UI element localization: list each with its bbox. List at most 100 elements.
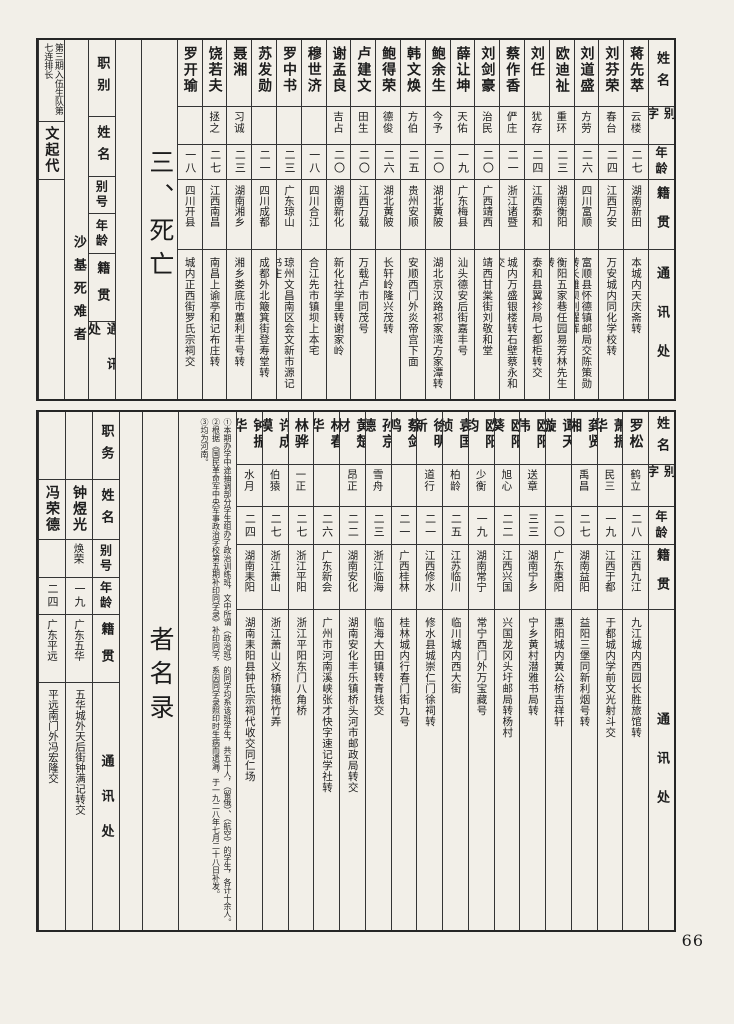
native-place-cell: 湖南新化 xyxy=(326,180,351,250)
header-alias: 别号 xyxy=(93,540,119,578)
native-place-cell: 江西修水 xyxy=(417,545,442,610)
byname-cell: 雪舟 xyxy=(365,465,391,507)
native-place-cell: 四川开县 xyxy=(177,180,202,250)
age-cell: 二三 xyxy=(549,145,574,180)
address-cell: 桂林城内行春门街九号 xyxy=(398,617,411,727)
age-cell: 二四 xyxy=(237,507,262,545)
native-place-cell: 广东平远 xyxy=(39,615,65,683)
age-cell: 二〇 xyxy=(546,507,571,545)
age-cell: 二五 xyxy=(443,507,468,545)
native-place-cell: 湖南安化 xyxy=(340,545,365,610)
section-title-bottom: 者名录 xyxy=(142,412,178,930)
header-duty-type: 职别 xyxy=(88,40,115,117)
header-name: 姓名 xyxy=(88,117,115,177)
name-cell: 欧阳葵 xyxy=(494,412,520,465)
table-column-person: 薛让坤 天佑 一九 广东梅县 汕头德安后街嘉丰号 xyxy=(449,40,475,399)
table-column-person: 饶若夫 拯之 二七 江西南昌 南昌上谕亭和记布庄转 xyxy=(201,40,227,399)
header-contact-address: 通讯处 xyxy=(88,322,115,392)
table-column-person: 刘任 犹存 二四 江西泰和 泰和县翼袗局七都柜转交 xyxy=(524,40,549,399)
name-cell: 薛让坤 xyxy=(450,40,475,107)
name-cell: 林骅 xyxy=(288,412,314,465)
empty-cell xyxy=(39,180,64,399)
age-cell: 三三 xyxy=(520,507,545,545)
bottom-left-header-column: 职务 姓名 别号 年龄 籍贯 通讯处 xyxy=(92,412,119,930)
address-cell: 临川城内西大街 xyxy=(449,617,462,694)
age-cell: 二七 xyxy=(288,507,314,545)
header-byname: 别字 xyxy=(649,465,674,507)
header-contact-address: 通讯处 xyxy=(654,266,669,383)
address-cell: 靖西甘棠街刘敬和堂 xyxy=(481,257,494,356)
name-cell: 罗开瑜 xyxy=(177,40,202,107)
age-cell: 二〇 xyxy=(425,145,450,180)
address-cell: 宁乡黄村潜雅书局转 xyxy=(527,617,539,716)
byname-cell: 天佑 xyxy=(450,107,475,145)
name-cell: 萧振华 xyxy=(597,412,623,465)
address-cell: 临海大田镇转青钱交 xyxy=(372,617,385,716)
byname-cell xyxy=(252,107,277,145)
age-cell: 二二 xyxy=(340,507,365,545)
header-name: 姓名 xyxy=(649,40,674,107)
native-place-cell: 江西于都 xyxy=(597,545,623,610)
table-column-person: 钟煜光 焕荣 一九 广东五华 五华城外天后街钟满记转交 xyxy=(65,412,92,930)
native-place-cell: 广东惠阳 xyxy=(546,545,571,610)
age-cell: 二七 xyxy=(624,145,648,180)
native-place-cell: 广西桂林 xyxy=(391,545,417,610)
page-title: 三、死亡 xyxy=(145,148,175,285)
byname-cell xyxy=(177,107,202,145)
bottom-table-section: 姓名 别字 年龄 籍贯 通讯处 罗松 鹤立 二八 江西九江 九江城内西园长胜旅馆… xyxy=(36,410,676,932)
native-place-cell: 广东五华 xyxy=(66,615,92,683)
address-cell: 于都城内学前文光射斗交 xyxy=(604,617,617,738)
table-column-person: 蔡剑鸣 二一 广西桂林 桂林城内行春门街九号 xyxy=(390,412,417,930)
address-cell: 平远南门外冯宏隆交 xyxy=(47,689,59,784)
header-native-place: 籍贯 xyxy=(88,254,115,322)
duty-cell xyxy=(39,412,65,480)
age-cell: 一九 xyxy=(66,578,92,615)
table-column-person: 谭天璇 二〇 广东惠阳 惠阳城内黄公桥吉祥轩 xyxy=(545,412,571,930)
address-cell: 成都外北簸箕街登寿堂转 xyxy=(258,257,271,378)
byname-cell xyxy=(39,540,65,578)
age-cell: 二五 xyxy=(401,145,425,180)
name-cell: 鲍余生 xyxy=(425,40,450,107)
duty-annotation: 第三期入伍生队第七连排长 xyxy=(38,40,64,122)
name-cell: 聂湘 xyxy=(227,40,252,107)
name-cell: 钟煜光 xyxy=(66,480,92,540)
name-cell: 苏发勋 xyxy=(252,40,277,107)
address-cell: 湖南安化丰乐镇桥头河市邮政局转交 xyxy=(346,617,359,793)
footnotes-column: ①本期办学中途抽调部分学生组办了政治训练班，文中所谓（政治班）的同学均系该班学生… xyxy=(178,412,236,930)
address-cell: 浙江萧山义桥镇拖竹弄 xyxy=(269,617,282,727)
byname-cell xyxy=(546,465,571,507)
top-header-column: 姓名 别字 年龄 籍贯 通讯处 xyxy=(648,40,674,399)
footnote-1: ①本期办学中途抽调部分学生组办了政治训练班，文中所谓（政治班）的同学均系该班学生… xyxy=(223,418,232,926)
byname-cell: 重环 xyxy=(549,107,574,145)
byname-cell: 旭心 xyxy=(494,465,520,507)
age-cell: 二四 xyxy=(525,145,549,180)
address-cell: 兴国龙冈头圩邮局转杨村 xyxy=(501,617,514,738)
byname-cell: 少衡 xyxy=(468,465,494,507)
address-cell: 城内正西街罗氏宗祠交 xyxy=(183,257,196,367)
name-cell: 欧阳钧 xyxy=(468,412,494,465)
name-cell: 韩文焕 xyxy=(401,40,425,107)
address-cell: 益阳三堡同新利烟号转 xyxy=(578,617,591,727)
table-column-person: 罗开瑜 一八 四川开县 城内正西街罗氏宗祠交 xyxy=(176,40,202,399)
native-place-cell: 四川富顺 xyxy=(574,180,599,250)
native-place-cell: 湖北黄陂 xyxy=(376,180,401,250)
native-place-cell: 湖南湘乡 xyxy=(227,180,252,250)
native-place-cell: 贵州安顺 xyxy=(401,180,425,250)
name-cell: 罗松 xyxy=(623,412,648,465)
address-cell: 万载卢市同茂号 xyxy=(357,257,370,334)
byname-cell: 犹存 xyxy=(525,107,549,145)
name-cell: 谢孟良 xyxy=(326,40,351,107)
byname-cell: 吉占 xyxy=(326,107,351,145)
header-age: 年龄 xyxy=(88,214,115,254)
address-cell: 长轩岭隆兴茂转 xyxy=(382,257,395,334)
header-name: 姓名 xyxy=(649,412,674,465)
address-cell: 惠阳城内黄公桥吉祥轩 xyxy=(552,617,565,727)
byname-cell xyxy=(391,465,417,507)
table-column-person: 谢孟良 吉占 二〇 湖南新化 新化社学里转谢家岭 xyxy=(325,40,351,399)
address-cell: 湘乡娄底市蕙利丰号转 xyxy=(233,257,246,367)
native-place-cell: 湖南常宁 xyxy=(468,545,494,610)
table-column-person: 罗中书 二三 广东琼山 琼州文昌南区会文新市源记书庄 xyxy=(276,40,301,399)
table-column-person: 林春华 二六 广东新会 广州市河南溪峡张才快字速记学社转 xyxy=(313,412,339,930)
address-cell: 衡阳五家巷任园易芳林先生转 xyxy=(550,257,568,389)
name-cell: 黄楚材 xyxy=(340,412,365,465)
